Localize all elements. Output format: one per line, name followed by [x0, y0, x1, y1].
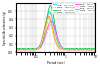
Num. - Dir 1 [66, 49, 67, 50]
Exp. - Dir 1 [66, 49, 67, 50]
Num. - Dir 1 (1) [15, 49, 16, 50]
Exp. - Dir 1 [61, 47, 63, 48]
Num. - Dir 2 [48, 21, 49, 22]
Exp. - Dir 2 [20, 49, 21, 50]
Line: Num. - Dir 2: Num. - Dir 2 [16, 22, 95, 50]
Num. - Dir 2 (2) [61, 48, 63, 49]
Legend: Exp. - Dir 1 (1), Num. - Dir 1 (1), Exp. - Dir 2 (2), Num. - Dir 2 (2), Exp. - D: Exp. - Dir 1 (1), Num. - Dir 1 (1), Exp.… [52, 3, 94, 14]
Line: Num. - Dir 1 (1): Num. - Dir 1 (1) [16, 18, 95, 49]
Exp. - Dir 1 (1) [61, 48, 63, 49]
Exp. - Dir 2 (2) [15, 48, 16, 49]
Exp. - Dir 2 (2) [66, 48, 67, 49]
Exp. - Dir 1 [20, 49, 21, 50]
Num. - Dir 2 [61, 49, 63, 50]
Line: Exp. - Dir 1 (1): Exp. - Dir 1 (1) [16, 12, 95, 49]
Exp. - Dir 2 [64, 49, 65, 50]
Num. - Dir 2 (2) [64, 48, 65, 49]
Exp. - Dir 2 [15, 49, 16, 50]
Num. - Dir 2 [76, 49, 77, 50]
Num. - Dir 1 (1) [89, 49, 90, 50]
Exp. - Dir 2 (2) [86, 48, 88, 49]
Exp. - Dir 2 (2) [20, 48, 21, 49]
Exp. - Dir 1 [95, 49, 96, 50]
Num. - Dir 2 (2) [50, 12, 51, 13]
Num. - Dir 1 (1) [61, 48, 63, 49]
Exp. - Dir 2 [85, 49, 87, 50]
Exp. - Dir 2 [95, 49, 96, 50]
Exp. - Dir 1 [94, 49, 95, 50]
Y-axis label: Spectral Acceleration (g): Spectral Acceleration (g) [3, 10, 7, 45]
Line: Exp. - Dir 2 (2): Exp. - Dir 2 (2) [16, 6, 95, 49]
Exp. - Dir 2 (2) [64, 48, 65, 49]
Num. - Dir 1 [64, 49, 65, 50]
Num. - Dir 1 [50, 25, 52, 26]
Num. - Dir 1 (1) [95, 49, 96, 50]
Num. - Dir 2 [95, 49, 96, 50]
Num. - Dir 1 (1) [66, 49, 67, 50]
Line: Num. - Dir 1: Num. - Dir 1 [16, 25, 95, 50]
Exp. - Dir 2 [84, 49, 85, 50]
Num. - Dir 2 [20, 49, 21, 50]
Line: Exp. - Dir 2: Exp. - Dir 2 [16, 16, 95, 49]
Exp. - Dir 1 (1) [64, 48, 65, 49]
Exp. - Dir 2 (2) [84, 48, 85, 49]
Line: Num. - Dir 2 (2): Num. - Dir 2 (2) [16, 13, 95, 49]
X-axis label: Period (sec): Period (sec) [47, 61, 64, 65]
Num. - Dir 2 [15, 49, 16, 50]
Line: Exp. - Dir 1: Exp. - Dir 1 [16, 21, 95, 50]
Exp. - Dir 1 [15, 49, 16, 50]
Exp. - Dir 2 [76, 49, 77, 50]
Num. - Dir 2 [64, 49, 65, 50]
Exp. - Dir 2 (2) [95, 48, 96, 49]
Exp. - Dir 2 [61, 49, 63, 50]
Num. - Dir 1 (1) [84, 49, 85, 50]
Num. - Dir 1 (1) [20, 49, 21, 50]
Num. - Dir 1 (1) [76, 49, 77, 50]
Exp. - Dir 2 (2) [76, 48, 77, 49]
Exp. - Dir 2 (2) [50, 5, 51, 6]
Exp. - Dir 1 (1) [49, 11, 50, 12]
Exp. - Dir 1 [76, 49, 77, 50]
Exp. - Dir 2 (2) [61, 47, 63, 48]
Num. - Dir 2 [84, 49, 85, 50]
Exp. - Dir 2 [48, 16, 49, 17]
Num. - Dir 1 (1) [64, 49, 65, 50]
Num. - Dir 2 [66, 49, 67, 50]
Exp. - Dir 1 [84, 49, 85, 50]
Exp. - Dir 2 [66, 49, 67, 50]
Num. - Dir 2 [86, 49, 87, 50]
